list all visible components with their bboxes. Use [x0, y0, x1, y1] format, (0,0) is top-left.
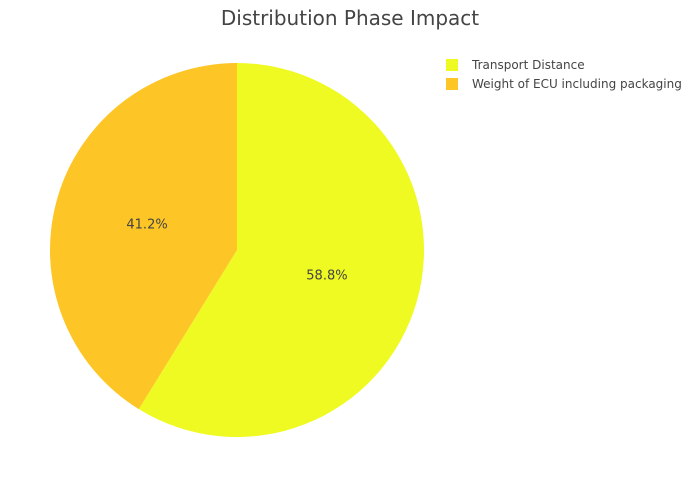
chart-title: Distribution Phase Impact — [221, 6, 479, 30]
legend-label-2[interactable]: Weight of ECU including packaging — [472, 77, 682, 91]
pie-slice-1 — [138, 63, 424, 437]
pie-labels: 58.8% 41.2% — [126, 217, 347, 283]
legend-swatch-2[interactable] — [446, 78, 458, 90]
slice-value-label-1: 58.8% — [306, 269, 347, 284]
legend-swatch-1[interactable] — [446, 59, 458, 71]
legend: Transport Distance Weight of ECU includin… — [446, 58, 682, 91]
pie-slice-2 — [50, 63, 237, 410]
pie-slices — [50, 63, 424, 437]
slice-value-label-2: 41.2% — [126, 217, 167, 232]
legend-label-1[interactable]: Transport Distance — [471, 58, 585, 72]
